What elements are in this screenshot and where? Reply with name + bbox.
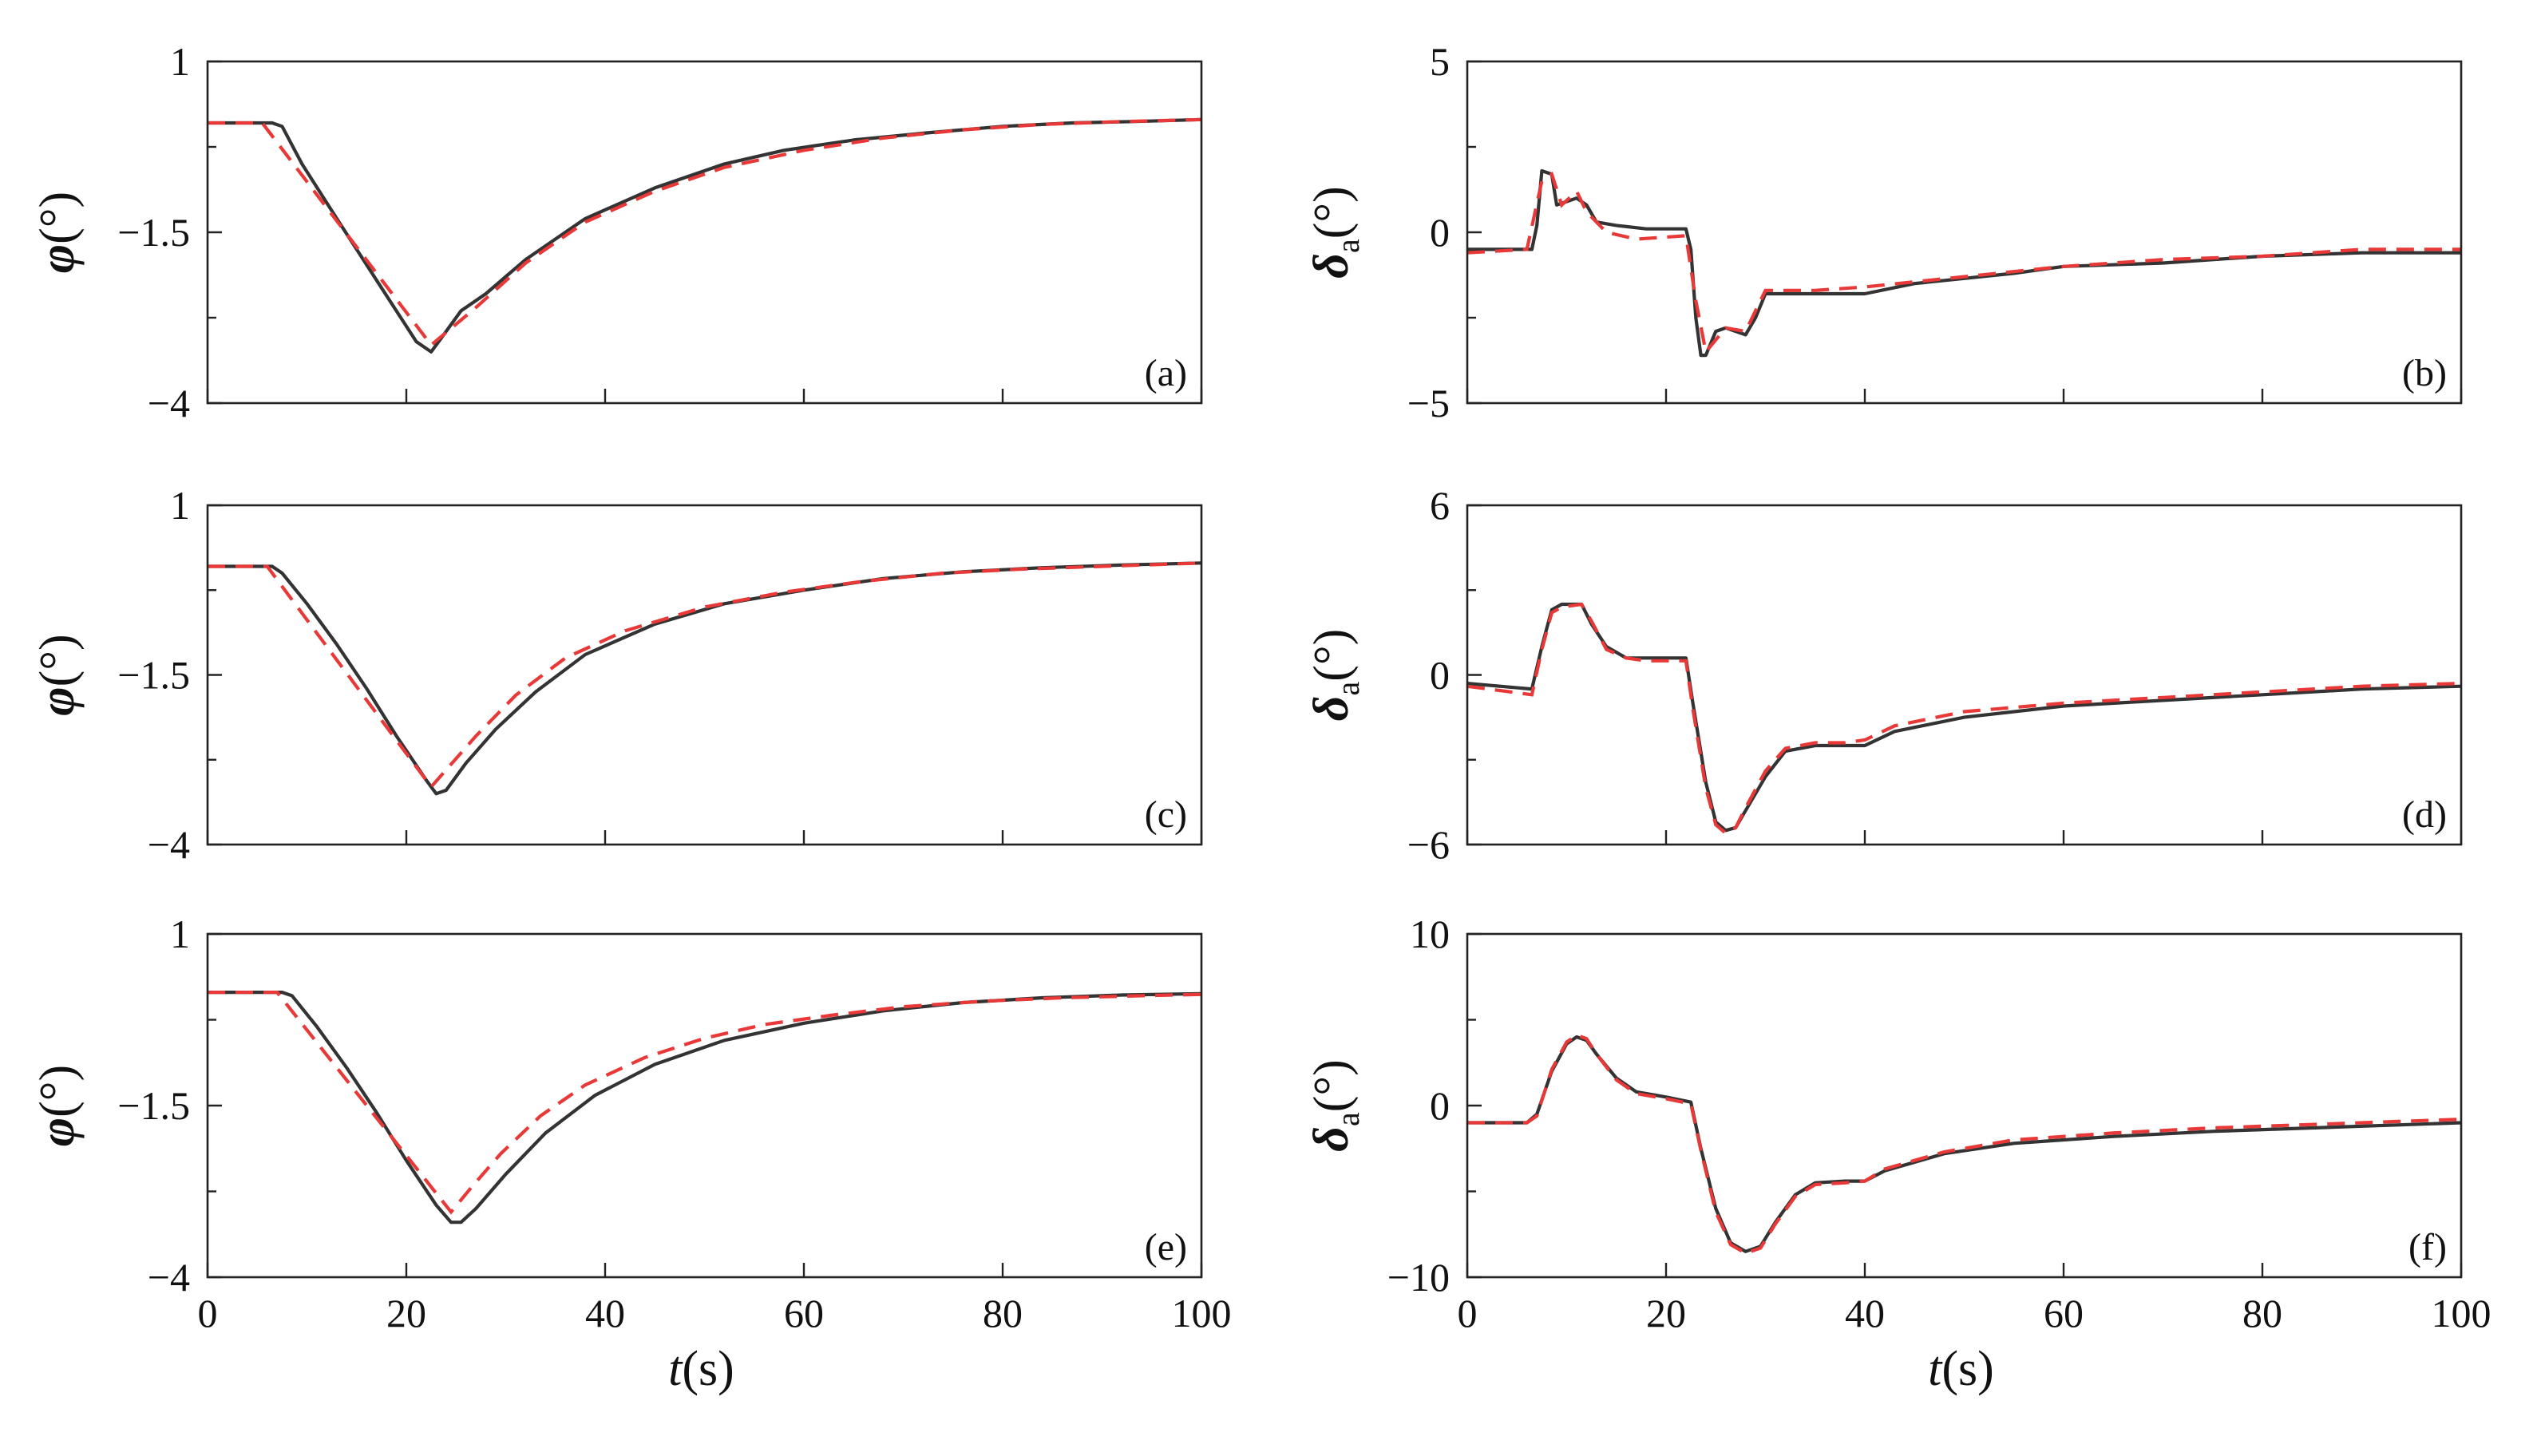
y-axis-label-unit: (°) [30, 1065, 85, 1118]
y-tick-label-1: 0 [1430, 653, 1450, 698]
axes-frame [206, 932, 1203, 1279]
x-axis-label: t(s) [668, 1342, 734, 1396]
y-tick-label-0: −5 [1407, 381, 1450, 425]
x-tick-label-80: 80 [2242, 1291, 2282, 1335]
x-tick-label-100: 100 [2432, 1291, 2491, 1335]
y-axis-label: δa(°) [1304, 1059, 1366, 1152]
y-tick-label-0: −10 [1387, 1255, 1450, 1300]
panel-c: −4 −1.5 1 (c) φ(°) [30, 483, 1203, 867]
series-group-f [1467, 1033, 2461, 1256]
series-simulated-line [208, 991, 1201, 1215]
x-axis-label-symbol: t [668, 1342, 683, 1396]
axes-frame [206, 60, 1203, 405]
y-tick-label-0: −4 [148, 381, 190, 425]
series-simulated-line [1467, 171, 2461, 356]
series-measured-line [208, 991, 1201, 1225]
y-axis-label: δa(°) [1304, 186, 1366, 279]
y-tick-label-1: −1.5 [117, 1083, 190, 1128]
series-group-a [208, 117, 1201, 354]
panel-label: (c) [1145, 793, 1187, 836]
y-axis-label-subscript: a [1330, 239, 1366, 253]
y-tick-label-1: −1.5 [117, 653, 190, 698]
panel-a: −4 −1.5 1 (a) φ(°) [30, 39, 1203, 425]
x-axis-label-unit: (s) [1941, 1342, 1993, 1396]
x-tick-label-40: 40 [585, 1291, 625, 1335]
y-tick-label-1: −1.5 [117, 210, 190, 255]
series-group-e [208, 991, 1201, 1225]
y-axis-label-unit: (°) [1304, 1059, 1359, 1112]
y-axis-label-symbol: δ [1304, 696, 1359, 722]
x-axis-label: t(s) [1928, 1342, 1994, 1396]
y-axis-label-symbol: φ [30, 244, 85, 273]
series-measured-line [208, 117, 1201, 354]
x-tick-label-20: 20 [386, 1291, 426, 1335]
y-axis-label-unit: (°) [1304, 629, 1359, 682]
series-simulated-line [1467, 602, 2461, 836]
y-tick-label-2: 6 [1430, 483, 1450, 528]
panel-d: −6 0 6 (d) δa(°) [1304, 483, 2463, 867]
y-axis-label-unit: (°) [30, 634, 85, 686]
y-tick-label-2: 1 [170, 912, 190, 956]
series-simulated-line [208, 117, 1201, 348]
x-tick-label-100: 100 [1172, 1291, 1232, 1335]
y-axis-label-subscript: a [1330, 1112, 1366, 1126]
y-tick-label-0: −4 [148, 1255, 190, 1300]
y-axis-label: φ(°) [30, 1065, 85, 1146]
y-tick-label-2: 10 [1410, 912, 1450, 956]
axes-frame [1466, 932, 2463, 1279]
series-measured-line [1467, 1035, 2461, 1253]
x-tick-label-40: 40 [1845, 1291, 1885, 1335]
y-axis-label-unit: (°) [1304, 186, 1359, 239]
axes-frame [206, 504, 1203, 846]
series-measured-line [208, 561, 1201, 796]
y-tick-label-1: 0 [1430, 210, 1450, 255]
x-tick-label-20: 20 [1646, 1291, 1686, 1335]
x-tick-label-60: 60 [2044, 1291, 2084, 1335]
y-axis-label: φ(°) [30, 634, 85, 715]
y-tick-label-2: 1 [170, 39, 190, 84]
panel-label: (f) [2408, 1226, 2447, 1268]
panel-b: −5 0 5 (b) δa(°) [1304, 39, 2463, 425]
y-tick-label-1: 0 [1430, 1083, 1450, 1128]
series-group-c [208, 561, 1201, 796]
panel-label: (a) [1145, 352, 1187, 394]
series-group-d [1467, 602, 2461, 836]
x-tick-label-0: 0 [1458, 1291, 1478, 1335]
x-tick-label-80: 80 [983, 1291, 1023, 1335]
axes-frame [1466, 504, 2463, 846]
series-measured-line [1467, 602, 2461, 833]
y-axis-label-unit: (°) [30, 192, 85, 244]
axes-frame [1466, 60, 2463, 405]
y-axis-label-symbol: φ [30, 686, 85, 715]
series-group-b [1467, 168, 2461, 358]
x-tick-label-0: 0 [198, 1291, 218, 1335]
y-tick-label-0: −4 [148, 822, 190, 867]
y-axis-label-symbol: δ [1304, 253, 1359, 279]
panel-label: (e) [1145, 1226, 1187, 1268]
x-tick-label-60: 60 [784, 1291, 824, 1335]
y-axis-label-subscript: a [1330, 682, 1366, 696]
y-axis-label-symbol: δ [1304, 1126, 1359, 1152]
series-measured-line [1467, 168, 2461, 358]
y-axis-label-symbol: φ [30, 1118, 85, 1146]
y-tick-label-2: 5 [1430, 39, 1450, 84]
panel-label: (b) [2402, 352, 2447, 394]
y-tick-label-0: −6 [1407, 822, 1450, 867]
series-simulated-line [208, 561, 1201, 790]
x-axis-label-symbol: t [1928, 1342, 1943, 1396]
y-axis-label: δa(°) [1304, 629, 1366, 722]
series-simulated-line [1467, 1033, 2461, 1256]
x-axis-label-unit: (s) [682, 1342, 734, 1396]
y-axis-label: φ(°) [30, 192, 85, 273]
panel-label: (d) [2402, 793, 2447, 836]
y-tick-label-2: 1 [170, 483, 190, 528]
panel-e: 0 20 40 60 80 100 −4 −1.5 1 (e) φ(°) t(s) [30, 912, 1232, 1396]
